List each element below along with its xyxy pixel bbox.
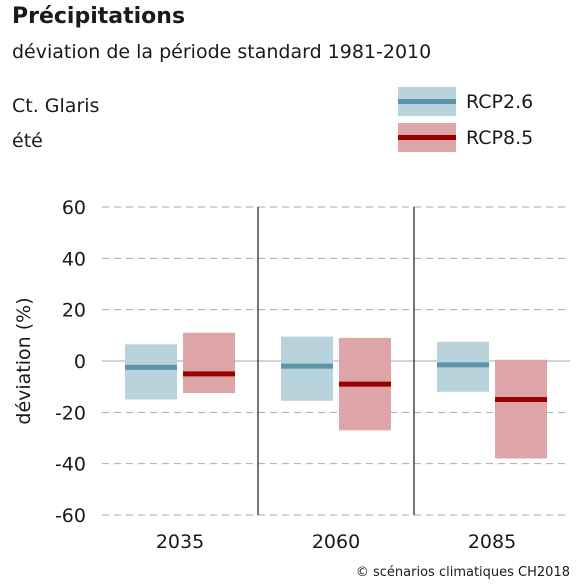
x-tick-label: 2060 [312,531,360,553]
chart-title: Précipitations [12,4,186,29]
legend: RCP2.6 RCP8.5 [398,87,533,152]
x-tick-label: 2085 [468,531,516,553]
y-tick-label: -40 [55,454,86,476]
y-tick-label: -60 [55,505,86,527]
y-axis: 60 40 20 0 -20 -40 -60 [55,197,86,527]
range-box-rcp85 [183,332,235,394]
legend-label: RCP2.6 [466,91,533,113]
data-marks [125,332,547,459]
location-label: Ct. Glaris [12,95,100,117]
range-box-rcp85 [495,359,547,459]
chart-subtitle: déviation de la période standard 1981-20… [12,41,432,63]
season-label: été [12,130,43,152]
legend-label: RCP8.5 [466,127,533,149]
y-axis-label: déviation (%) [13,297,35,424]
y-tick-label: 20 [62,300,86,322]
x-tick-label: 2035 [156,531,204,553]
range-box-rcp26 [125,344,177,400]
range-box-rcp26 [281,336,333,401]
x-axis: 2035 2060 2085 [156,531,516,553]
y-tick-label: 0 [74,351,86,373]
grid [102,206,570,516]
y-tick-label: 40 [62,248,86,270]
y-tick-label: -20 [55,402,86,424]
source-credit: © scénarios climatiques CH2018 [355,565,570,580]
y-tick-label: 60 [62,197,86,219]
